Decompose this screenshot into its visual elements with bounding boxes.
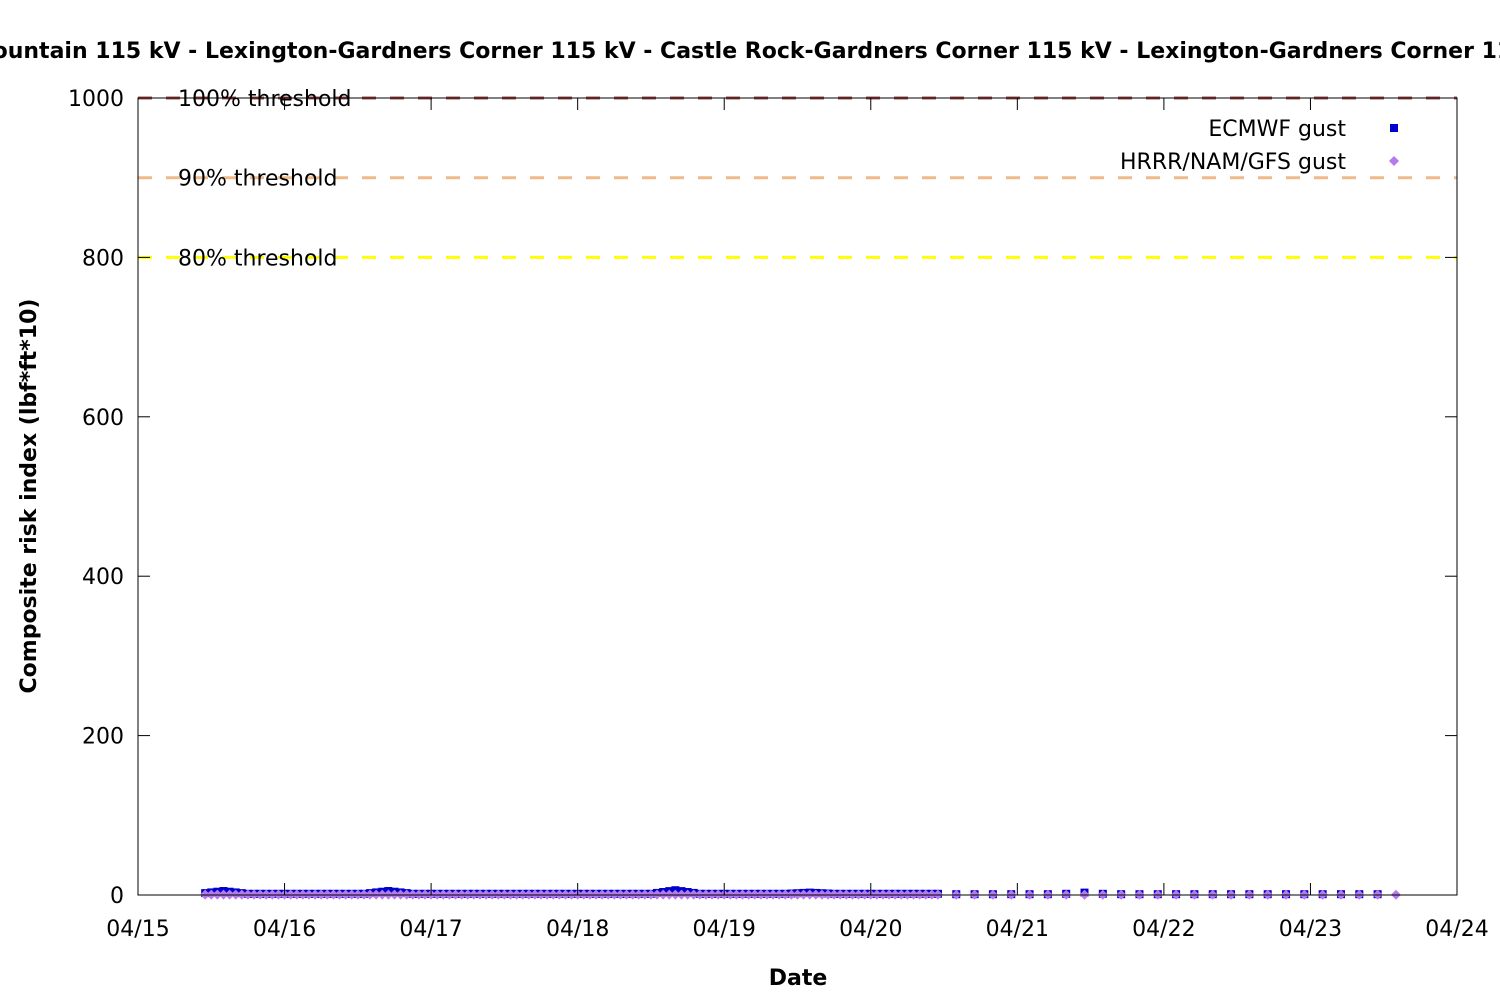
y-tick-label-3: 600 xyxy=(82,406,124,431)
legend-marker-0 xyxy=(1390,124,1398,132)
x-tick-label-2: 04/17 xyxy=(399,917,462,942)
x-tick-label-0: 04/15 xyxy=(106,917,169,942)
threshold-label-1: 90% threshold xyxy=(178,167,338,192)
x-axis-label: Date xyxy=(769,966,828,991)
x-tick-label-4: 04/19 xyxy=(693,917,756,942)
axis-ticks xyxy=(137,97,1458,896)
x-tick-label-7: 04/22 xyxy=(1132,917,1195,942)
x-tick-label-1: 04/16 xyxy=(253,917,316,942)
threshold-lines: 100% threshold 90% threshold 80% threshold xyxy=(138,87,1457,271)
x-axis-tick-labels: 04/15 04/16 04/17 04/18 04/19 04/20 04/21 04/22… xyxy=(106,917,1488,942)
legend-label-0: ECMWF gust xyxy=(1208,117,1346,142)
threshold-label-0: 100% threshold xyxy=(178,87,352,112)
legend-marker-1 xyxy=(1389,156,1399,166)
y-axis-tick-labels: 0 200 400 600 800 1000 xyxy=(68,87,124,909)
x-tick-label-5: 04/20 xyxy=(839,917,902,942)
legend-label-1: HRRR/NAM/GFS gust xyxy=(1120,150,1346,175)
y-tick-label-0: 0 xyxy=(110,884,124,909)
y-tick-label-4: 800 xyxy=(82,246,124,271)
x-tick-label-6: 04/21 xyxy=(986,917,1049,942)
threshold-label-2: 80% threshold xyxy=(178,246,338,271)
y-tick-label-2: 400 xyxy=(82,565,124,590)
data-points xyxy=(200,886,1401,900)
y-tick-label-5: 1000 xyxy=(68,87,124,112)
x-tick-label-3: 04/18 xyxy=(546,917,609,942)
x-tick-label-8: 04/23 xyxy=(1279,917,1342,942)
x-tick-label-9: 04/24 xyxy=(1425,917,1488,942)
y-tick-label-1: 200 xyxy=(82,725,124,750)
y-axis-label: Composite risk index (lbf*ft*10) xyxy=(17,299,42,694)
chart-title: en Mountain 115 kV - Lexington-Gardners … xyxy=(0,39,1500,64)
legend: ECMWF gust HRRR/NAM/GFS gust xyxy=(1120,117,1399,175)
plot-frame xyxy=(137,97,1458,896)
